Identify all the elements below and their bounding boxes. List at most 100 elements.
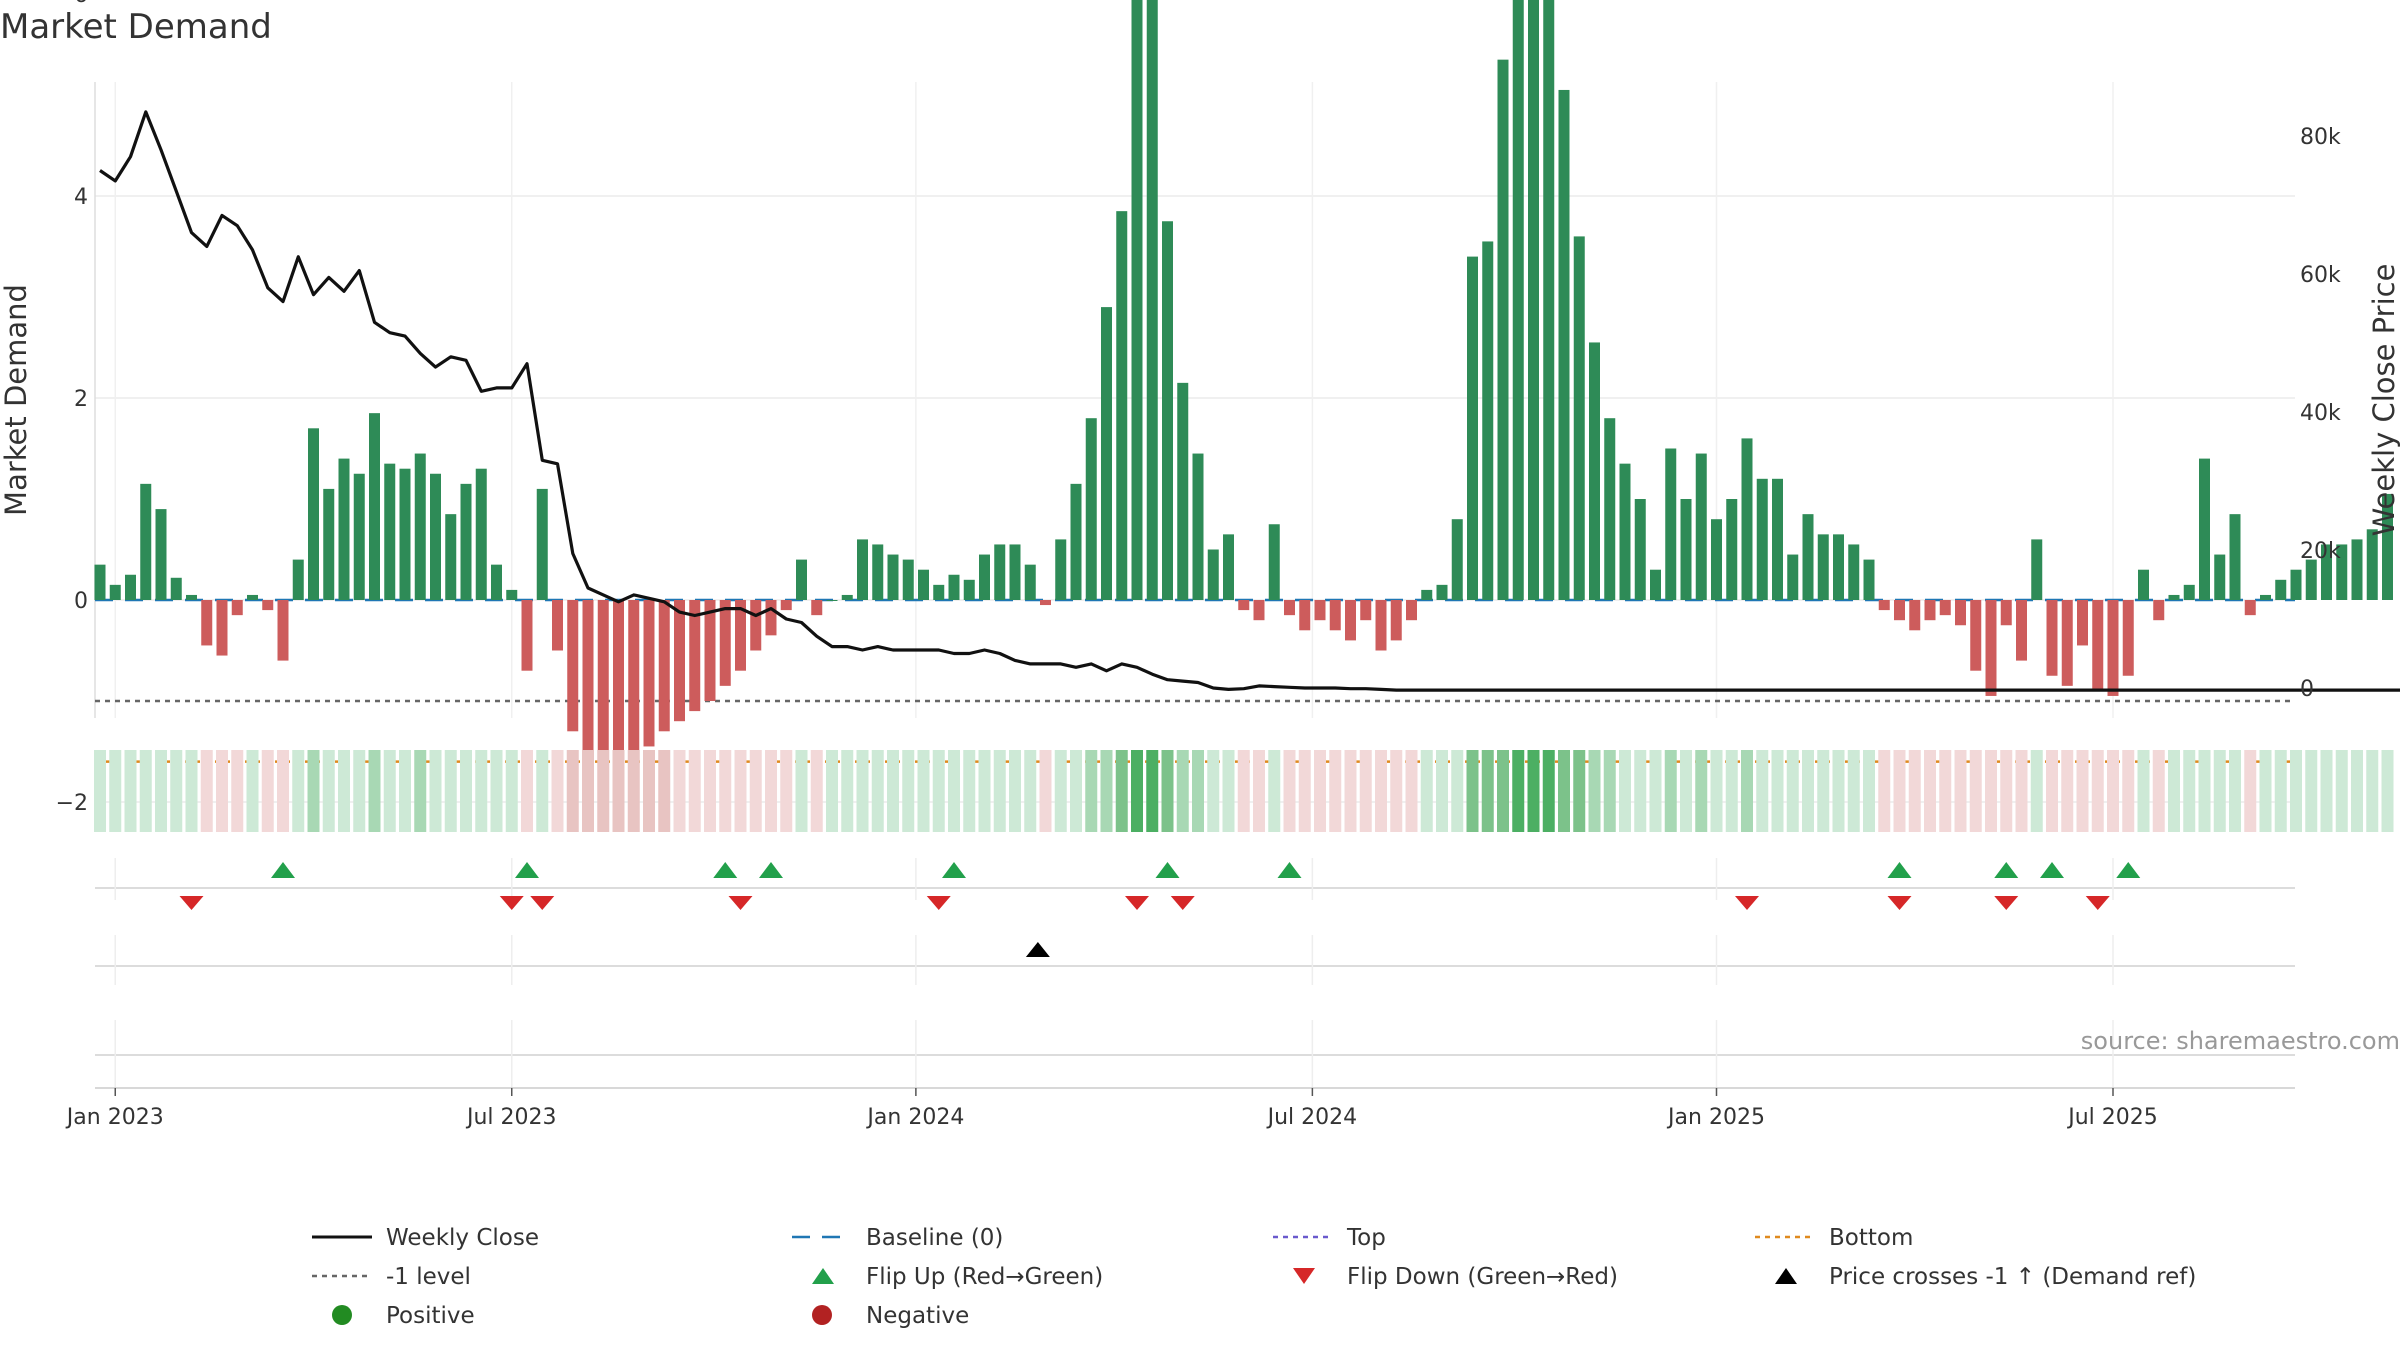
legend-price-cross: Price crosses -1 ↑ (Demand ref) <box>1775 1264 2196 1290</box>
heat-cell <box>1741 750 1753 832</box>
demand-bar-negative <box>262 600 274 611</box>
demand-bar-positive <box>857 539 868 600</box>
heat-cell <box>1176 750 1189 832</box>
heat-cell <box>2259 750 2272 832</box>
demand-bar-negative <box>2077 600 2088 646</box>
demand-bar-negative <box>216 600 228 656</box>
heat-cell <box>1329 750 1342 832</box>
demand-bar-positive <box>1162 221 1173 600</box>
demand-bar-positive <box>247 594 258 600</box>
flip-down-marker <box>1735 896 1759 910</box>
demand-bar-negative <box>1970 600 1982 671</box>
heat-cell <box>2091 750 2104 832</box>
demand-bar-negative <box>1329 600 1341 631</box>
demand-bar-positive <box>826 600 838 601</box>
demand-bar-positive <box>369 413 380 600</box>
demand-bar-positive <box>1604 418 1616 600</box>
heat-cell <box>1588 750 1601 832</box>
heat-cell <box>2183 750 2196 832</box>
demand-bar-negative <box>552 600 563 651</box>
y2-tick-label: 20k <box>2300 539 2341 564</box>
demand-bar-positive <box>1451 519 1463 600</box>
heat-cell <box>582 750 594 832</box>
heat-cell <box>1725 750 1738 832</box>
demand-bar-positive <box>1680 499 1692 600</box>
heat-cell <box>2229 750 2241 832</box>
legend-swatch <box>332 1305 352 1325</box>
flip-up-marker <box>713 862 738 878</box>
heat-cell <box>2335 750 2348 832</box>
heat-cell <box>963 750 976 832</box>
demand-bar-positive <box>841 594 853 600</box>
demand-bar-negative <box>1040 600 1051 606</box>
demand-bar-positive <box>1817 534 1829 600</box>
heat-cell <box>993 750 1006 832</box>
demand-bar-positive <box>1619 463 1631 600</box>
demand-bar-positive <box>475 468 487 600</box>
x-tick-label: Jan 2025 <box>1666 1105 1765 1130</box>
demand-bar-positive <box>1589 342 1600 600</box>
demand-bar-positive <box>1573 236 1585 600</box>
heat-cell <box>856 750 869 832</box>
demand-bar-positive <box>1131 0 1143 600</box>
heat-cell <box>1390 750 1403 832</box>
demand-heat-strip <box>94 750 2394 832</box>
heat-cell <box>1009 750 1021 832</box>
heat-cell <box>704 750 716 832</box>
heat-cell <box>2015 750 2028 832</box>
demand-bar-positive <box>399 468 411 600</box>
demand-bar-positive <box>1665 448 1677 600</box>
demand-bar-negative <box>2016 600 2027 661</box>
demand-bar-positive <box>872 544 884 600</box>
legend-label: Flip Up (Red→Green) <box>866 1264 1103 1290</box>
heat-cell <box>277 750 289 832</box>
demand-bar-negative <box>277 600 289 661</box>
demand-bar-positive <box>353 473 365 600</box>
heat-cell <box>399 750 411 832</box>
heat-cell <box>505 750 518 832</box>
demand-bar-positive <box>94 564 106 600</box>
heat-cell <box>1542 750 1555 832</box>
legend-label: Flip Down (Green→Red) <box>1347 1264 1618 1290</box>
demand-bar-positive <box>2214 554 2226 600</box>
demand-bar-negative <box>780 600 792 611</box>
heat-cell <box>978 750 991 832</box>
y2-tick-label: 40k <box>2300 401 2341 426</box>
legend-label: -1 level <box>386 1264 471 1290</box>
demand-bar-positive <box>1223 534 1234 600</box>
right-y-axis: 0 20k 40k 60k 80k <box>2300 125 2341 702</box>
heat-cell <box>246 750 259 832</box>
heat-cell <box>551 750 564 832</box>
y-tick-label: 4 <box>74 185 88 210</box>
source-note: source: sharemaestro.com <box>2081 1027 2400 1055</box>
legend-bottom: Bottom <box>1755 1225 1913 1251</box>
legend-label: Top <box>1346 1225 1386 1251</box>
y2-tick-label: 0 <box>2300 677 2314 702</box>
heat-cell <box>383 750 396 832</box>
demand-bar-positive <box>430 473 441 600</box>
demand-bar-negative <box>1878 600 1890 611</box>
demand-bar-negative <box>1299 600 1311 631</box>
empty-panel <box>95 1020 2295 1090</box>
legend-minus-one: -1 level <box>312 1264 471 1290</box>
heat-cell <box>1298 750 1311 832</box>
y2-axis-label: Weekly Close Price <box>2367 264 2400 537</box>
heat-cell <box>1832 750 1845 832</box>
chart-title: Market Demand <box>0 7 272 47</box>
legend: Weekly Close Baseline (0) Top Bottom -1 leve… <box>312 1225 2196 1329</box>
heat-cell <box>948 750 960 832</box>
demand-bar-negative <box>628 600 640 757</box>
heat-cell <box>749 750 762 832</box>
heat-cell <box>1634 750 1647 832</box>
weekly-close-line <box>99 110 2400 692</box>
demand-bar-positive <box>948 574 960 600</box>
heat-cell <box>1359 750 1372 832</box>
demand-bar-positive <box>125 574 136 600</box>
demand-bar-positive <box>2321 544 2332 600</box>
demand-bar-positive <box>1421 589 1433 600</box>
demand-bar-positive <box>1528 0 1539 600</box>
heat-cell <box>185 750 198 832</box>
demand-bar-negative <box>1939 600 1951 616</box>
demand-bar-positive <box>1177 382 1189 600</box>
heat-cell <box>1131 750 1143 832</box>
